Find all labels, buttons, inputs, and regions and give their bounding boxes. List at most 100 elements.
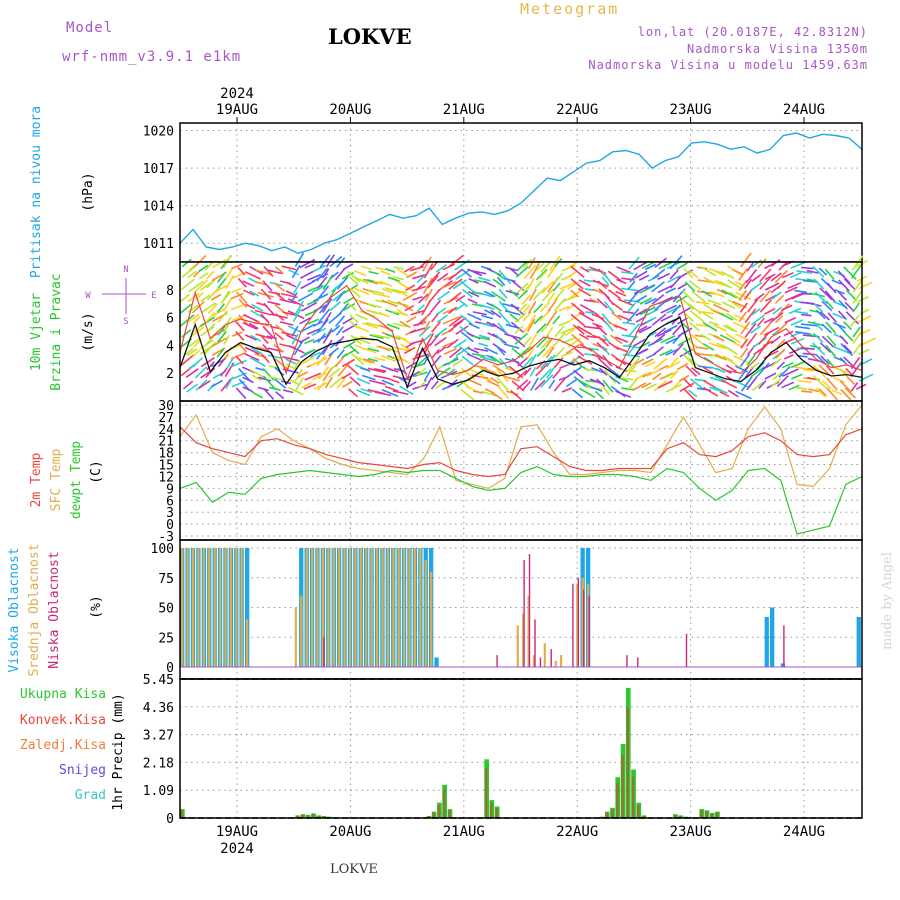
wind-barb (430, 321, 442, 333)
wind-barb (684, 312, 694, 323)
wind-barb (801, 390, 813, 393)
mid-cloud-bar (332, 548, 335, 667)
wind-barb (528, 314, 536, 327)
conv-precip-bar (301, 814, 304, 818)
wind-barb (511, 347, 525, 359)
wind-barb (577, 288, 592, 297)
wind-barb (758, 380, 767, 390)
wind-barb (815, 387, 826, 398)
wind-barb (763, 350, 779, 360)
wind-barb (796, 270, 813, 274)
conv-precip-name-label: Konvek.Kisa (20, 713, 106, 728)
wind-barb (329, 375, 344, 389)
wind-barb (659, 348, 673, 357)
mid-cloud-bar (516, 625, 519, 667)
wind-barb (858, 281, 873, 290)
wind-barb (415, 279, 428, 291)
wind-barb (602, 346, 611, 356)
wind-barb (195, 379, 208, 391)
wind-barb (211, 337, 228, 348)
wind-barb (490, 309, 502, 319)
wind-barb (244, 352, 260, 362)
wind-barb (238, 298, 248, 309)
wind-barb (713, 324, 727, 332)
wind-barb (514, 325, 524, 334)
wind-barb (378, 311, 390, 318)
wind-barb (616, 278, 627, 285)
wind-barb (554, 325, 565, 338)
wind-barb (831, 279, 842, 285)
wind-barb (540, 373, 554, 388)
wind-barb (434, 380, 446, 390)
wind-barb (216, 271, 227, 283)
footer-station: LOKVE (330, 862, 378, 877)
wind-barb (244, 271, 261, 280)
wind-barb (387, 367, 399, 373)
conv-precip-bar (448, 810, 451, 818)
wind-barb (263, 388, 275, 400)
wind-barb (483, 290, 496, 298)
wind-barb (347, 364, 360, 376)
wind-barb (474, 365, 487, 369)
wind-barb (186, 383, 199, 393)
wind-barb (522, 380, 532, 391)
wind-barb (385, 268, 396, 273)
wind-barb (304, 263, 315, 269)
conv-precip-bar (311, 814, 315, 818)
wind-barb (750, 366, 765, 378)
total-precip-name-label: Ukupna Kisa (20, 687, 106, 702)
wind-barb (360, 367, 371, 372)
wind-barb (416, 312, 431, 327)
wind-barb (613, 345, 628, 353)
wind-barb (318, 308, 331, 324)
wind-barb (288, 269, 300, 276)
wind-barb (756, 361, 765, 371)
wind-barb (620, 368, 637, 373)
wind-barb (688, 321, 701, 332)
precip-unit-label: 1hr Precip (mm) (111, 693, 126, 810)
wind-barb (746, 375, 758, 391)
wind-barb (192, 315, 202, 325)
wind-barb (285, 290, 296, 296)
wind-barb (545, 346, 555, 359)
wind-barb (495, 334, 505, 344)
wind-barb (225, 376, 234, 390)
wind-barb (781, 362, 794, 369)
wind-barb (436, 314, 448, 324)
wind-barb (406, 271, 418, 279)
wind-barb (517, 289, 529, 300)
wind-barb (430, 380, 439, 390)
wind-tick-label: 4 (166, 339, 174, 354)
wind-barb (758, 268, 772, 283)
wind-barb (306, 328, 321, 336)
wind-barb (608, 320, 618, 329)
wind-barb (534, 379, 546, 391)
wind-barb (459, 379, 470, 388)
wind-barb (837, 270, 851, 284)
wind-barb (329, 301, 342, 312)
wind-barb (294, 377, 304, 392)
model-label: Model (66, 20, 114, 36)
wind-barb (745, 269, 758, 284)
wind-barb (539, 368, 552, 381)
wind-barb (216, 303, 226, 313)
wind-barb (851, 255, 864, 271)
wind-barb (840, 342, 853, 357)
mid-cloud-bar (197, 548, 200, 667)
wind-barb (826, 377, 838, 391)
wind-barb (826, 335, 837, 347)
wind-barb (578, 311, 595, 322)
wind-barb (477, 276, 491, 282)
temp-tick-label: 0 (166, 518, 174, 533)
wind-barb (523, 336, 532, 346)
mid-cloud-bar (554, 661, 557, 667)
wind-barb (435, 307, 447, 316)
station-title: LOKVE (328, 24, 412, 49)
wind-barb (303, 383, 317, 390)
wind-name-label: 10m Vjetar (29, 293, 44, 371)
wind-barb (796, 379, 812, 384)
wind-barb (725, 357, 742, 369)
wind-barb (263, 265, 274, 277)
wind-barb (230, 359, 247, 368)
wind-barb (497, 322, 510, 336)
